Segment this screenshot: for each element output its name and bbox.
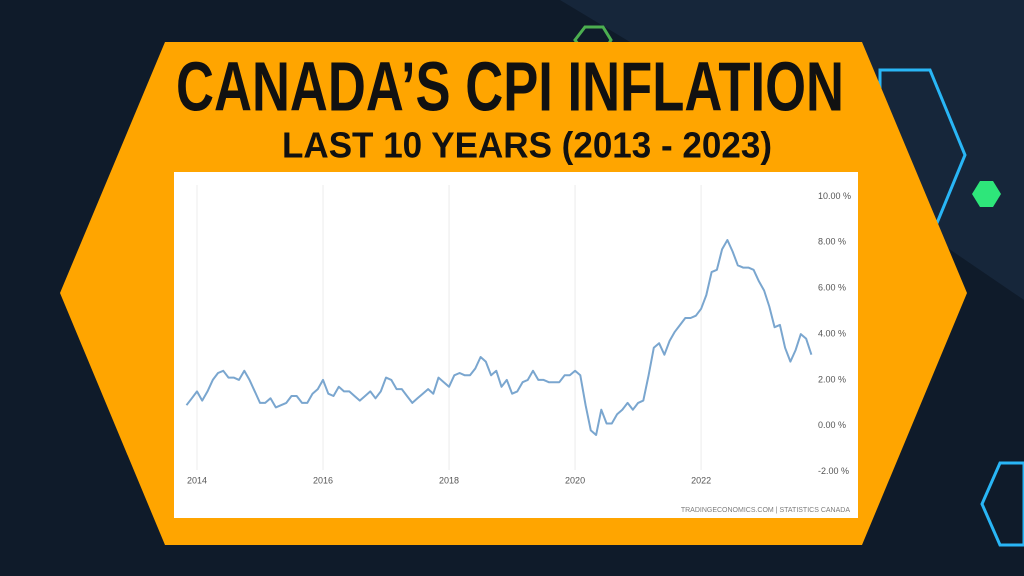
x-tick-label: 2020: [565, 475, 585, 485]
y-tick-label: 8.00 %: [818, 237, 846, 247]
x-tick-label: 2014: [187, 475, 207, 485]
chart-panel: [174, 172, 858, 518]
hexagon: [972, 181, 1001, 207]
y-tick-label: 2.00 %: [818, 374, 846, 384]
y-tick-label: -2.00 %: [818, 466, 849, 476]
source: TRADINGECONOMICS.COM | STATISTICS CANADA: [681, 507, 851, 514]
x-tick-label: 2016: [313, 475, 333, 485]
hexagon-outline: [980, 461, 1024, 547]
title: CANADA’S CPI INFLATION: [176, 47, 844, 125]
y-tick-label: 6.00 %: [818, 283, 846, 293]
x-tick-label: 2018: [439, 475, 459, 485]
data-line: [185, 239, 813, 436]
y-tick-label: 10.00 %: [818, 191, 851, 201]
y-tick-label: 4.00 %: [818, 328, 846, 338]
y-tick-label: 0.00 %: [818, 420, 846, 430]
subtitle: LAST 10 YEARS (2013 - 2023): [282, 125, 772, 166]
background-shade: [560, 0, 1024, 300]
x-tick-label: 2022: [691, 475, 711, 485]
